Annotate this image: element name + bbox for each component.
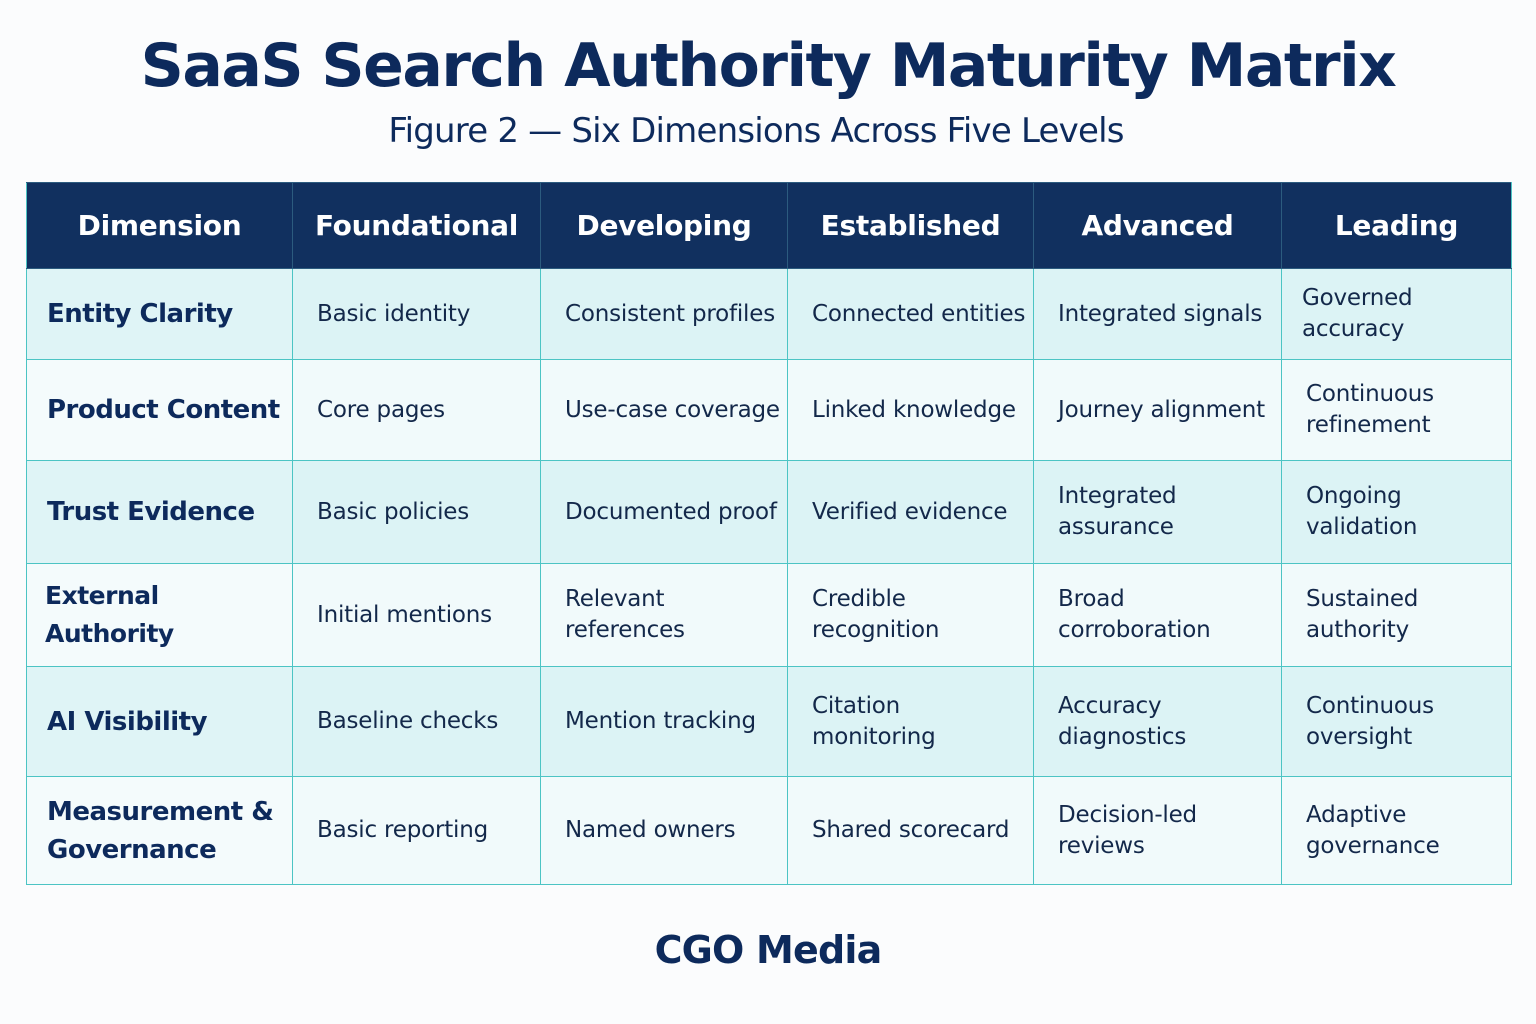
level-cell: Connected entities	[787, 268, 1034, 360]
table-row: Trust Evidence Basic policies Documented…	[26, 460, 1512, 564]
level-cell: Relevant references	[540, 563, 788, 667]
level-cell: Named owners	[540, 776, 788, 885]
level-cell: Journey alignment	[1033, 359, 1282, 461]
matrix-header: Dimension Foundational Developing Establ…	[26, 182, 1512, 269]
dimension-cell: Product Content	[26, 359, 293, 461]
column-header-dimension: Dimension	[26, 182, 293, 269]
level-cell: Mention tracking	[540, 666, 788, 777]
level-cell: Adaptive governance	[1281, 776, 1512, 885]
table-row: Entity Clarity Basic identity Consistent…	[26, 268, 1512, 360]
level-cell: Broad corroboration	[1033, 563, 1282, 667]
level-cell: Linked knowledge	[787, 359, 1034, 461]
level-cell: Basic identity	[292, 268, 541, 360]
table-row: Product Content Core pages Use-case cove…	[26, 359, 1512, 461]
dimension-cell: Entity Clarity	[26, 268, 293, 360]
column-header-advanced: Advanced	[1033, 182, 1282, 269]
level-cell: Documented proof	[540, 460, 788, 564]
level-cell: Core pages	[292, 359, 541, 461]
column-header-developing: Developing	[540, 182, 788, 269]
level-cell: Citation monitoring	[787, 666, 1034, 777]
level-cell: Ongoing validation	[1281, 460, 1512, 564]
level-cell: Continuous refinement	[1281, 359, 1512, 461]
column-header-leading: Leading	[1281, 182, 1512, 269]
level-cell: Integrated signals	[1033, 268, 1282, 360]
level-cell: Continuous oversight	[1281, 666, 1512, 777]
level-cell: Governed accuracy	[1281, 268, 1512, 360]
brand-footer: CGO Media	[654, 928, 883, 972]
dimension-cell: External Authority	[26, 563, 293, 667]
table-row: AI Visibility Baseline checks Mention tr…	[26, 666, 1512, 777]
header-row: Dimension Foundational Developing Establ…	[26, 182, 1512, 269]
table-row: External Authority Initial mentions Rele…	[26, 563, 1512, 667]
column-header-established: Established	[787, 182, 1034, 269]
level-cell: Basic reporting	[292, 776, 541, 885]
level-cell: Integrated assurance	[1033, 460, 1282, 564]
dimension-cell: Trust Evidence	[26, 460, 293, 564]
dimension-cell: AI Visibility	[26, 666, 293, 777]
level-cell: Sustained authority	[1281, 563, 1512, 667]
dimension-cell: Measurement & Governance	[26, 776, 293, 885]
level-cell: Credible recognition	[787, 563, 1034, 667]
table-row: Measurement & Governance Basic reporting…	[26, 776, 1512, 885]
figure-subtitle: Figure 2 — Six Dimensions Across Five Le…	[388, 111, 1124, 151]
matrix-body: Entity Clarity Basic identity Consistent…	[26, 268, 1512, 885]
level-cell: Decision-led reviews	[1033, 776, 1282, 885]
level-cell: Initial mentions	[292, 563, 541, 667]
level-cell: Basic policies	[292, 460, 541, 564]
level-cell: Baseline checks	[292, 666, 541, 777]
level-cell: Accuracy diagnostics	[1033, 666, 1282, 777]
level-cell: Use-case coverage	[540, 359, 788, 461]
level-cell: Consistent profiles	[540, 268, 788, 360]
level-cell: Verified evidence	[787, 460, 1034, 564]
column-header-foundational: Foundational	[292, 182, 541, 269]
maturity-matrix-table: Dimension Foundational Developing Establ…	[26, 182, 1512, 885]
level-cell: Shared scorecard	[787, 776, 1034, 885]
page-title: SaaS Search Authority Maturity Matrix	[140, 31, 1397, 101]
